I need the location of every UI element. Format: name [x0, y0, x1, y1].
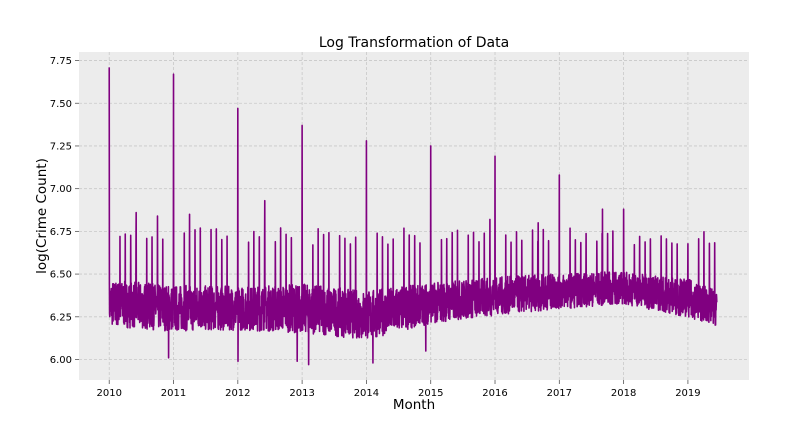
- x-axis-ticks: 2010 2011 2012 2013 2014 2015 2016 2017 2018 2019: [96, 380, 701, 399]
- x-tick-label: 2014: [354, 388, 379, 399]
- y-tick-label: 6.75: [50, 227, 72, 238]
- series-line: [108, 67, 718, 366]
- y-axis-label: log(Crime Count): [34, 158, 50, 274]
- x-axis-label: Month: [393, 397, 435, 413]
- plot-background: [79, 52, 749, 380]
- y-tick-label: 7.50: [50, 99, 72, 110]
- y-tick-label: 7.25: [50, 141, 72, 152]
- y-tick-label: 6.25: [50, 312, 72, 323]
- x-tick-label: 2019: [675, 388, 700, 399]
- x-tick-label: 2018: [611, 388, 636, 399]
- x-tick-label: 2012: [225, 388, 250, 399]
- x-tick-label: 2016: [482, 388, 507, 399]
- y-axis-ticks: 6.00 6.25 6.50 6.75 7.00 7.25 7.50 7.75: [50, 56, 79, 366]
- y-tick-label: 7.75: [50, 56, 72, 67]
- y-tick-label: 6.50: [50, 270, 72, 281]
- x-tick-label: 2011: [161, 388, 186, 399]
- series: [108, 67, 718, 366]
- y-tick-label: 6.00: [50, 355, 72, 366]
- x-tick-label: 2015: [418, 388, 443, 399]
- x-tick-label: 2010: [96, 388, 121, 399]
- x-tick-label: 2013: [289, 388, 314, 399]
- x-tick-label: 2017: [547, 388, 572, 399]
- y-tick-label: 7.00: [50, 184, 72, 195]
- chart-title: Log Transformation of Data: [319, 35, 509, 51]
